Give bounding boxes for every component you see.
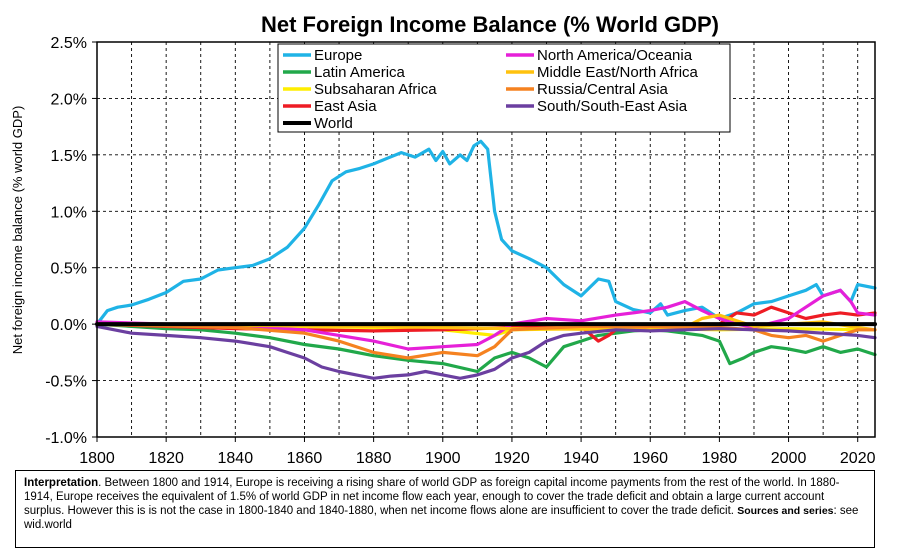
x-tick-label: 1820 bbox=[148, 450, 184, 467]
y-tick-label: 2.5% bbox=[51, 35, 87, 52]
x-tick-label: 1920 bbox=[494, 450, 530, 467]
y-tick-label: -1.0% bbox=[45, 430, 87, 447]
legend-label-subsaharan-africa: Subsaharan Africa bbox=[314, 81, 437, 98]
y-tick-label: 1.5% bbox=[51, 148, 87, 165]
legend-label-south-south-east-asia: South/South-East Asia bbox=[537, 98, 688, 115]
note-lead: Interpretation bbox=[24, 477, 99, 489]
y-axis-label: Net foreign income balance (% world GDP) bbox=[10, 106, 25, 355]
series-line-south-south-east-asia bbox=[95, 324, 877, 380]
legend-label-east-asia: East Asia bbox=[314, 98, 377, 115]
x-tick-label: 1800 bbox=[79, 450, 115, 467]
note-text: . Between 1800 and 1914, Europe is recei… bbox=[24, 477, 840, 517]
x-tick-label: 2000 bbox=[771, 450, 807, 467]
legend-label-latin-america: Latin America bbox=[314, 64, 406, 81]
legend-label-russia-central-asia: Russia/Central Asia bbox=[537, 81, 669, 98]
x-tick-label: 1940 bbox=[563, 450, 599, 467]
x-tick-label: 1900 bbox=[425, 450, 461, 467]
y-tick-label: 0.0% bbox=[51, 317, 87, 334]
x-tick-label: 1980 bbox=[702, 450, 738, 467]
legend-label-europe: Europe bbox=[314, 47, 362, 64]
series-line-europe bbox=[95, 139, 877, 326]
y-ticks: 2.5% 2.0% 1.5% 1.0% 0.5% 0.0% -0.5% -1.0% bbox=[45, 35, 97, 447]
series-group bbox=[95, 139, 877, 380]
series-line-russia-central-asia bbox=[95, 322, 877, 360]
chart: Net Foreign Income Balance (% World GDP)… bbox=[10, 12, 877, 467]
x-tick-label: 1880 bbox=[356, 450, 392, 467]
x-ticks: 1800 1820 1840 1860 1880 1900 1920 1940 1960 1980… bbox=[79, 437, 876, 467]
legend-box bbox=[277, 43, 731, 133]
legend-label-middle-east-north-africa: Middle East/North Africa bbox=[537, 64, 699, 81]
x-tick-label: 1960 bbox=[632, 450, 668, 467]
x-tick-label: 1860 bbox=[287, 450, 323, 467]
x-tick-label: 1840 bbox=[218, 450, 254, 467]
chart-title: Net Foreign Income Balance (% World GDP) bbox=[261, 12, 719, 37]
y-tick-label: 2.0% bbox=[51, 91, 87, 108]
y-tick-label: 1.0% bbox=[51, 204, 87, 221]
x-tick-label: 2020 bbox=[840, 450, 876, 467]
y-tick-label: 0.5% bbox=[51, 261, 87, 278]
series-line-north-america-oceania bbox=[95, 288, 877, 351]
legend-label-world: World bbox=[314, 115, 353, 132]
plot-frame bbox=[96, 41, 876, 438]
note-sources: Sources and series bbox=[737, 505, 834, 517]
legend-label-north-america-oceania: North America/Oceania bbox=[537, 47, 693, 64]
interpretation-note: Interpretation. Between 1800 and 1914, E… bbox=[15, 470, 875, 548]
y-tick-label: -0.5% bbox=[45, 374, 87, 391]
note-sources-tail: : see wid.world bbox=[24, 505, 859, 531]
series-line-latin-america bbox=[95, 322, 877, 374]
